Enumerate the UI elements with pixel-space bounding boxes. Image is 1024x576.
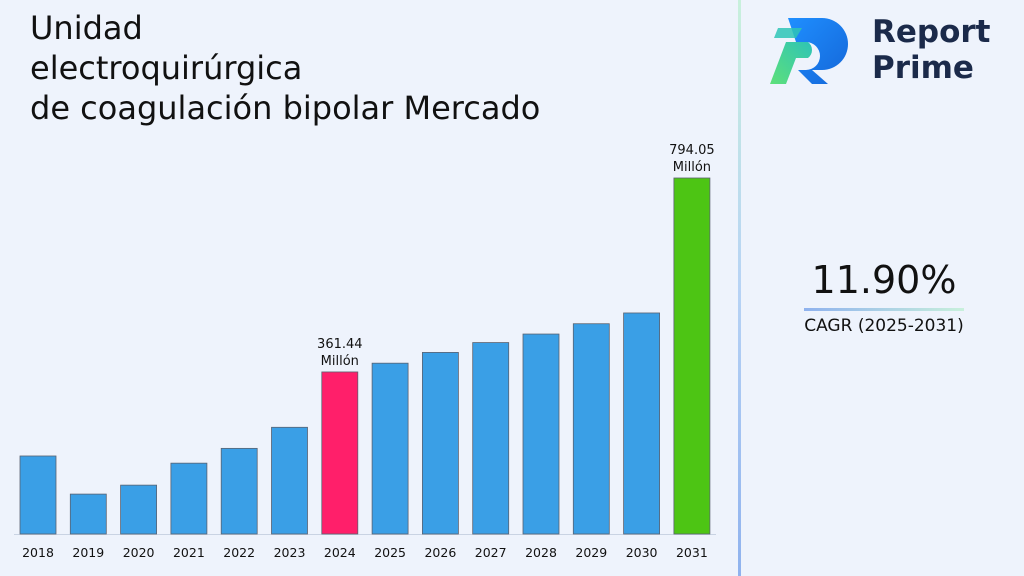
x-tick-label-2025: 2025: [374, 545, 406, 560]
x-tick-label-2022: 2022: [223, 545, 255, 560]
bar-2025: [371, 362, 409, 535]
report-prime-logo: Report Prime: [766, 14, 1006, 90]
bar-2022: [220, 447, 258, 535]
bar-chart: 2018 2019 2020 2021 2022 2023 2024 2025 2026 2027…: [14, 143, 716, 560]
x-tick-label-2024: 2024: [324, 545, 356, 560]
logo-wordmark: Report Prime: [872, 14, 991, 86]
title-line-2: electroquirúrgica: [30, 49, 303, 87]
x-tick-label-2029: 2029: [575, 545, 607, 560]
bar-2023: [271, 426, 308, 535]
bar-2018: [19, 455, 57, 535]
x-tick-label-2018: 2018: [22, 545, 54, 560]
x-tick-label-2026: 2026: [424, 545, 456, 560]
chart-title: Unidad electroquirúrgica de coagulación …: [30, 8, 670, 128]
bar-2031: [673, 177, 711, 535]
bar-2024: [321, 371, 359, 535]
bar-2021: [170, 462, 208, 535]
logo-line-2: Prime: [872, 50, 974, 86]
cagr-underline: [804, 308, 964, 311]
title-line-1: Unidad: [30, 9, 143, 47]
x-tick-label-2021: 2021: [173, 545, 205, 560]
bar-2027: [472, 342, 510, 535]
x-tick-label-2019: 2019: [72, 545, 104, 560]
bar-2030: [623, 312, 660, 535]
bar-2028: [522, 333, 560, 535]
x-tick-label-2028: 2028: [525, 545, 557, 560]
x-tick-label-2031: 2031: [676, 545, 708, 560]
logo-line-1: Report: [872, 14, 991, 50]
cagr-value: 11.90%: [811, 258, 957, 302]
x-tick-label-2023: 2023: [274, 545, 306, 560]
panel-divider: [738, 0, 741, 576]
cagr-label: CAGR (2025-2031): [804, 316, 964, 336]
bar-2020: [120, 484, 157, 535]
data-label-unit-2024: Millón: [321, 354, 359, 369]
data-label-value-2024: 361.44: [317, 337, 363, 352]
data-label-unit-2031: Millón: [673, 160, 711, 175]
bar-2019: [69, 493, 107, 535]
x-tick-label-2020: 2020: [123, 545, 155, 560]
report-prime-logo-icon: [770, 18, 848, 84]
bar-2026: [421, 352, 459, 535]
title-line-3: de coagulación bipolar Mercado: [30, 89, 541, 127]
x-tick-label-2027: 2027: [475, 545, 507, 560]
x-tick-label-2030: 2030: [626, 545, 658, 560]
data-label-value-2031: 794.05: [669, 143, 715, 158]
bar-2029: [572, 323, 610, 535]
